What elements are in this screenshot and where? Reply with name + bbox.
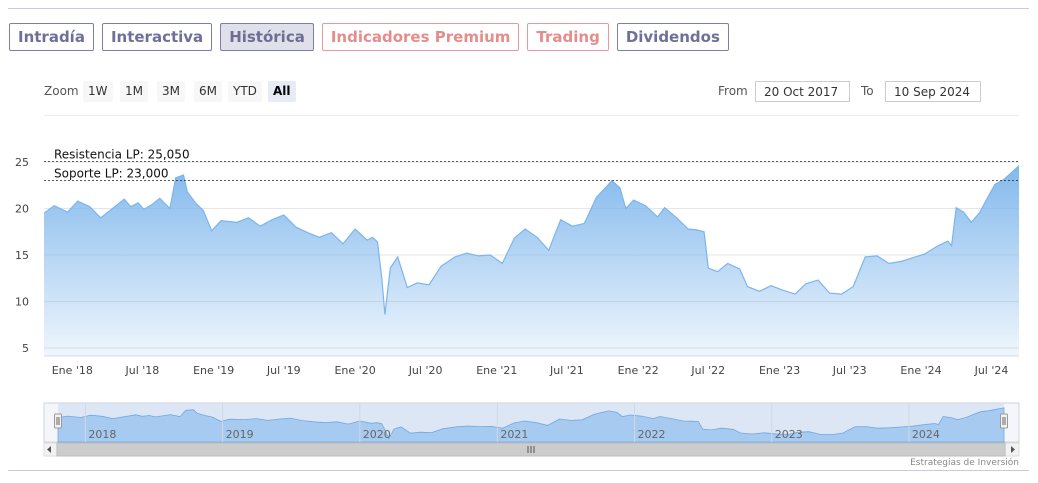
top-divider [8, 8, 1029, 9]
tab-interactiva[interactable]: Interactiva [101, 23, 213, 51]
zoom-1w-button[interactable]: 1W [83, 81, 113, 102]
navigator-year-label: 2024 [912, 428, 940, 441]
navigator-year-label: 2021 [500, 428, 528, 441]
annotation-label: Soporte LP: 23,000 [54, 167, 169, 181]
x-tick-label: Ene '23 [759, 364, 800, 377]
to-label: To [861, 84, 874, 98]
navigator-year-label: 2023 [775, 428, 803, 441]
navigator-year-label: 2019 [226, 428, 254, 441]
tab-indicadores-premium[interactable]: Indicadores Premium [321, 23, 520, 51]
x-tick-label: Ene '24 [900, 364, 941, 377]
x-tick-label: Ene '22 [618, 364, 659, 377]
price-line [43, 165, 1020, 315]
scroll-right-arrow-icon[interactable] [1011, 446, 1015, 453]
navigator-right-handle[interactable] [1000, 413, 1008, 429]
x-tick-label: Jul '23 [832, 364, 867, 377]
x-tick-label: Jul '19 [266, 364, 301, 377]
x-tick-label: Jul '21 [549, 364, 584, 377]
navigator-year-label: 2022 [638, 428, 666, 441]
x-tick-label: Jul '18 [125, 364, 160, 377]
tab-intradia[interactable]: Intradía [9, 23, 94, 51]
navigator-year-label: 2020 [363, 428, 391, 441]
scroll-left-arrow-icon[interactable] [47, 446, 51, 453]
credits-text: Estrategias de Inversión [910, 458, 1019, 468]
x-tick-label: Jul '20 [408, 364, 443, 377]
from-label: From [718, 84, 748, 98]
tab-dividendos[interactable]: Dividendos [616, 23, 729, 51]
annotation-label: Resistencia LP: 25,050 [54, 148, 190, 162]
price-area [44, 165, 1019, 356]
bottom-divider [8, 470, 1029, 471]
y-tick-label: 15 [15, 249, 29, 262]
zoom-ytd-button[interactable]: YTD [228, 81, 262, 102]
zoom-6m-button[interactable]: 6M [194, 81, 222, 102]
x-tick-label: Ene '18 [52, 364, 93, 377]
handle-grip [54, 413, 62, 429]
zoom-1m-button[interactable]: 1M [120, 81, 148, 102]
x-tick-label: Ene '19 [193, 364, 234, 377]
x-tick-label: Jul '24 [974, 364, 1009, 377]
zoom-3m-button[interactable]: 3M [157, 81, 185, 102]
x-tick-label: Ene '21 [476, 364, 517, 377]
x-tick-label: Jul '22 [690, 364, 725, 377]
zoom-all-button[interactable]: All [268, 81, 296, 102]
y-tick-label: 20 [15, 203, 29, 216]
navigator-year-label: 2018 [88, 428, 116, 441]
tab-trading[interactable]: Trading [527, 23, 609, 51]
y-tick-label: 10 [15, 296, 29, 309]
navigator-area [57, 407, 1005, 443]
from-date-input[interactable] [755, 81, 850, 102]
toolbar-divider [44, 115, 1019, 116]
x-tick-label: Ene '20 [334, 364, 375, 377]
y-tick-label: 25 [15, 156, 29, 169]
navigator-left-handle[interactable] [54, 413, 62, 429]
handle-grip [1000, 413, 1008, 429]
tab-bar: Intradía Interactiva Histórica Indicador… [9, 23, 729, 51]
y-tick-label: 5 [22, 342, 29, 355]
to-date-input[interactable] [885, 81, 981, 102]
tab-historica[interactable]: Histórica [220, 23, 314, 51]
zoom-label: Zoom [44, 84, 79, 98]
